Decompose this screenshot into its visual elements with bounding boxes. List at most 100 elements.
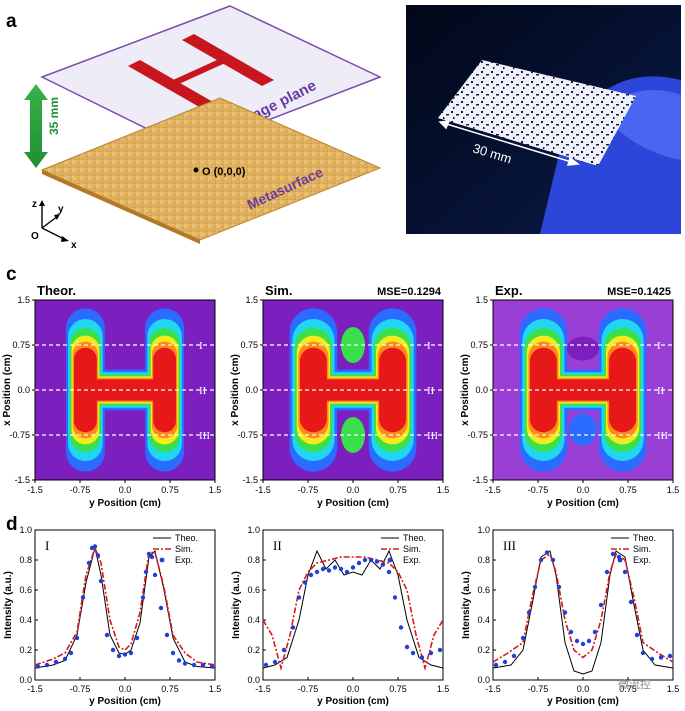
x-tick-label: -1.5: [27, 684, 43, 694]
exp-point: [104, 632, 110, 638]
profile-line-marker: III: [199, 430, 210, 442]
profile-line-marker: I: [199, 340, 203, 352]
x-axis-label: y Position (cm): [317, 696, 389, 707]
sim-hole-top: [341, 327, 365, 363]
y-tick-label: 0.4: [19, 615, 32, 625]
y-tick-label: 1.5: [245, 295, 258, 305]
exp-point: [520, 635, 526, 641]
legend-exp-swatch: [617, 557, 623, 563]
y-tick-label: 0.6: [477, 585, 490, 595]
exp-point: [562, 610, 568, 615]
exp-point: [574, 638, 580, 644]
exp-point: [200, 662, 206, 668]
x-tick-label: -0.75: [70, 684, 91, 694]
y-tick-label: 0.8: [247, 555, 260, 565]
panel-d-letter: d: [6, 514, 18, 535]
h-crossbar: [543, 379, 623, 401]
exp-point: [170, 650, 176, 656]
exp-point: [308, 572, 314, 578]
plot-roman-label: III: [503, 538, 516, 553]
origin-point: [193, 167, 199, 173]
exp-point: [53, 659, 59, 665]
x-tick-label: -1.5: [255, 485, 271, 495]
sim-line: [262, 556, 444, 672]
profile-line-marker: I: [657, 340, 661, 352]
y-tick-label: 0.75: [12, 340, 30, 350]
profile-plot-2: -1.5 -0.75 0.0 0.75 1.5 0.0 0.2 0.4 0.6 0.8 1.0 y P…: [231, 525, 449, 707]
exp-point: [80, 595, 86, 600]
exp-point: [128, 650, 134, 656]
x-tick-label: -0.75: [298, 684, 319, 694]
exp-point: [149, 554, 155, 560]
exp-point: [86, 560, 92, 566]
y-tick-label: 0.4: [247, 615, 260, 625]
y-axis-label: Intensity (a.u.): [231, 571, 242, 639]
x-tick-label: 1.5: [437, 485, 450, 495]
metasurface-photo: [438, 60, 636, 166]
y-tick-label: 0.75: [240, 340, 258, 350]
exp-hole-bottom: [569, 413, 597, 446]
exp-point: [398, 625, 404, 630]
profile-line-marker: II: [427, 385, 435, 397]
x-axis-label: y Position (cm): [89, 696, 161, 707]
y-tick-label: 1.0: [477, 525, 490, 535]
y-tick-label: 0.0: [245, 385, 258, 395]
exp-point: [649, 656, 655, 662]
x-tick-label: 1.5: [667, 485, 680, 495]
x-tick-label: 0.0: [119, 485, 132, 495]
y-tick-label: -1.5: [14, 475, 30, 485]
exp-point: [580, 641, 586, 647]
profile-line-marker: I: [427, 340, 431, 352]
exp-point: [62, 656, 68, 662]
profile-plot-1: -1.5 -0.75 0.0 0.75 1.5 0.0 0.2 0.4 0.6 0.8 1.0 y P…: [3, 525, 221, 707]
coordinate-axes: [39, 200, 69, 242]
x-tick-label: 1.5: [209, 684, 222, 694]
exp-point: [332, 565, 338, 570]
y-tick-label: -1.5: [472, 475, 488, 485]
x-tick-label: 0.75: [389, 684, 407, 694]
legend-entry: Exp.: [175, 555, 193, 565]
x-tick-label: -0.75: [528, 684, 549, 694]
line-profile-plots: -1.5 -0.75 0.0 0.75 1.5 0.0 0.2 0.4 0.6 0.8 1.0 y P…: [3, 525, 679, 707]
theo-line: [262, 549, 444, 669]
map-title: Exp.: [495, 283, 522, 298]
origin-label: O (0,0,0): [202, 166, 246, 178]
x-tick-label: 1.5: [437, 684, 450, 694]
exp-point: [658, 655, 664, 660]
exp-point: [502, 659, 508, 665]
y-tick-label: 0.0: [17, 385, 30, 395]
exp-point: [110, 647, 116, 653]
exp-point: [532, 584, 538, 590]
panel-b: b 30 mm: [406, 5, 681, 234]
exp-point: [538, 557, 544, 563]
y-axis-label: x Position (cm): [2, 354, 13, 426]
y-tick-label: -1.5: [242, 475, 258, 485]
distance-label: 35 mm: [47, 97, 61, 135]
exp-point: [511, 653, 517, 659]
legend-entry: Sim.: [633, 544, 651, 554]
x-tick-label: -0.75: [298, 485, 319, 495]
exp-point: [164, 632, 170, 638]
y-tick-label: 1.5: [475, 295, 488, 305]
profile-line-marker: II: [199, 385, 207, 397]
exp-point: [622, 569, 628, 575]
exp-point: [182, 661, 188, 666]
exp-point: [610, 551, 616, 557]
exp-point: [667, 653, 673, 659]
panel-c-letter: c: [6, 264, 17, 285]
distance-arrow: [24, 84, 48, 168]
exp-point: [263, 662, 269, 668]
exp-point: [176, 658, 182, 663]
exp-point: [634, 632, 640, 638]
axis-origin-label: O: [31, 231, 39, 242]
x-tick-label: 0.0: [347, 485, 360, 495]
x-tick-label: 0.75: [161, 684, 179, 694]
x-tick-label: 0.0: [347, 684, 360, 694]
map-title: Theor.: [37, 283, 76, 298]
legend-exp-swatch: [159, 557, 165, 563]
y-tick-label: -0.75: [9, 430, 30, 440]
panel-a: a Image plane Metasurface O (0,0,0) 35 m…: [6, 5, 382, 251]
map-mse: MSE=0.1294: [377, 286, 442, 298]
